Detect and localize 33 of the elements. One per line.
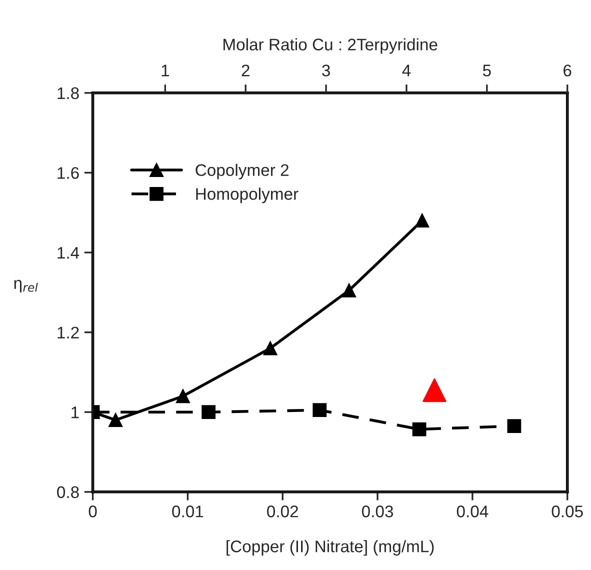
x-tick-label: 0.02 [267, 506, 298, 518]
point [312, 403, 327, 418]
y-tick-label: 1 [72, 406, 79, 418]
point [108, 413, 123, 428]
x-tick-label: 0 [88, 506, 97, 518]
point [342, 283, 356, 298]
x2-tick-label: 3 [322, 64, 330, 76]
legend-label: Copolymer 2 [196, 164, 288, 180]
x2-tick-label: 2 [242, 64, 250, 76]
point [202, 405, 216, 420]
x2-tick-label: 5 [482, 64, 491, 76]
x-axis-title: [Copper (II) Nitrate] (mg/mL) [226, 540, 434, 556]
y-tick-label: 1.8 [58, 87, 79, 100]
x2-axis-title: Molar Ratio Cu : 2Terpyridine [224, 38, 438, 54]
x-tick-label: 0.04 [456, 506, 488, 518]
point [263, 341, 278, 356]
legend-label: Homopolymer [196, 188, 298, 204]
x-tick-label: 0.03 [362, 506, 394, 518]
x-tick-label: 0.05 [552, 506, 583, 518]
y-tick-label: 0.8 [57, 486, 79, 498]
point [412, 422, 426, 436]
y-axis-title: η$_{rel}$ [14, 280, 38, 292]
point [422, 378, 446, 402]
x2-tick-label: 1 [162, 64, 169, 76]
point [507, 419, 522, 434]
point [415, 214, 430, 228]
y-tick-label: 1.4 [58, 247, 80, 259]
y-tick-label: 1.2 [58, 326, 79, 338]
x2-tick-label: 4 [402, 64, 411, 76]
point [176, 389, 190, 404]
x2-tick-label: 6 [564, 64, 572, 76]
y-tick-label: 1.6 [58, 167, 79, 179]
x-tick-label: 0.01 [172, 506, 204, 518]
